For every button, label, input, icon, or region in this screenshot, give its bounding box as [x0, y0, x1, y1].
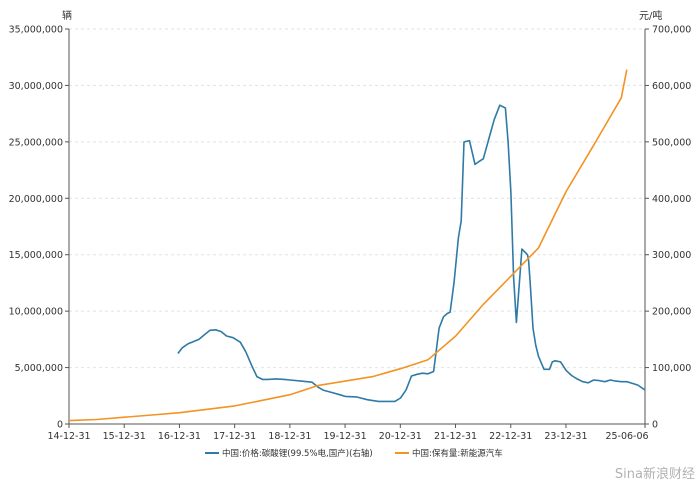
- x-tick-label: 19-12-31: [324, 431, 367, 442]
- x-axis-ticks: 14-12-31 15-12-31 16-12-31 17-12-31 18-12-31…: [47, 424, 649, 442]
- right-tick-label: 400,000: [652, 194, 691, 205]
- x-tick-label: 22-12-31: [489, 431, 532, 442]
- gridlines: [69, 28, 645, 369]
- left-tick-label: 25,000,000: [9, 137, 63, 148]
- left-tick-label: 35,000,000: [9, 25, 63, 36]
- axes: 辆 元/吨: [62, 9, 662, 425]
- x-tick-label: 21-12-31: [434, 431, 477, 442]
- x-tick-label: 15-12-31: [103, 431, 146, 442]
- right-tick-label: 300,000: [652, 250, 691, 261]
- right-tick-label: 200,000: [652, 307, 691, 318]
- x-tick-label: 25-06-06: [605, 431, 648, 442]
- x-tick-label: 16-12-31: [158, 431, 201, 442]
- series-line-nev-stock: [68, 69, 628, 422]
- right-axis-unit: 元/吨: [639, 9, 662, 22]
- left-tick-label: 30,000,000: [9, 81, 63, 92]
- x-tick-label: 20-12-31: [379, 431, 422, 442]
- left-axis-unit: 辆: [62, 9, 72, 22]
- x-tick-label: 14-12-31: [47, 431, 90, 442]
- x-tick-label: 17-12-31: [213, 431, 256, 442]
- left-axis-ticks: 0 5,000,000 10,000,000 15,000,000 20,000,000…: [9, 25, 69, 431]
- right-tick-label: 0: [652, 420, 658, 431]
- watermark-text: Sina新浪财经: [615, 466, 695, 482]
- left-tick-label: 15,000,000: [9, 250, 63, 261]
- right-tick-label: 500,000: [652, 137, 691, 148]
- legend-label-nev-stock: 中国:保有量:新能源汽车: [412, 448, 503, 459]
- right-axis-ticks: 0 100,000 200,000 300,000 400,000 500,000 600,…: [645, 25, 691, 431]
- legend: 中国:价格:碳酸锂(99.5%电,国产)(右轴) 中国:保有量:新能源汽车: [205, 448, 503, 459]
- x-tick-label: 18-12-31: [268, 431, 311, 442]
- left-tick-label: 5,000,000: [15, 363, 63, 374]
- left-tick-label: 20,000,000: [9, 194, 63, 205]
- right-tick-label: 700,000: [652, 25, 691, 36]
- x-tick-label: 23-12-31: [544, 431, 587, 442]
- right-tick-label: 600,000: [652, 81, 691, 92]
- series-line-lithium-price: [177, 104, 646, 403]
- left-tick-label: 10,000,000: [9, 307, 63, 318]
- right-tick-label: 100,000: [652, 363, 691, 374]
- series-lines: [68, 69, 646, 422]
- left-tick-label: 0: [57, 420, 63, 431]
- legend-label-lithium-price: 中国:价格:碳酸锂(99.5%电,国产)(右轴): [222, 448, 373, 459]
